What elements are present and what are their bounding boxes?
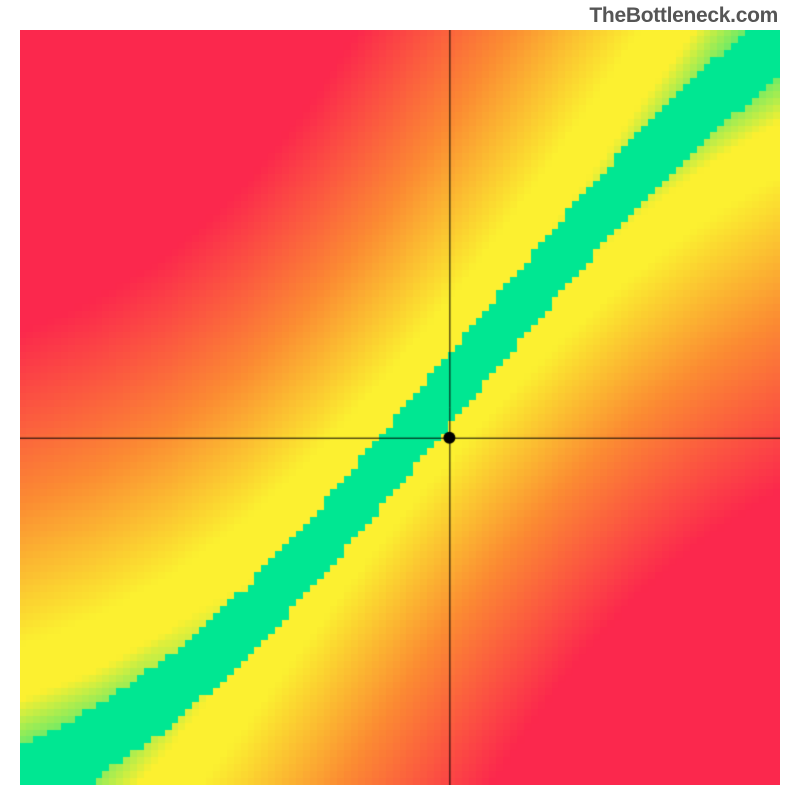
- heatmap-canvas: [20, 30, 780, 785]
- chart-container: TheBottleneck.com: [0, 0, 800, 800]
- watermark-text: TheBottleneck.com: [589, 4, 778, 28]
- plot-area: [20, 30, 780, 785]
